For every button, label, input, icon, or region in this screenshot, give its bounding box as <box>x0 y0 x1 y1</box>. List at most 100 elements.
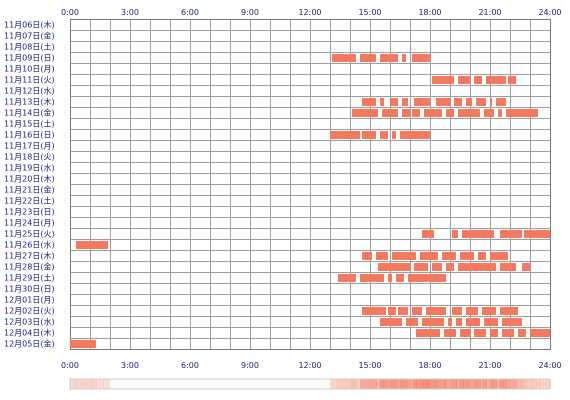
density-cell <box>463 379 467 389</box>
activity-segment <box>466 98 472 106</box>
activity-segment <box>524 230 550 238</box>
activity-segment <box>414 263 428 271</box>
density-cell <box>430 379 434 389</box>
activity-segment <box>460 252 474 260</box>
density-cell <box>336 379 341 389</box>
activity-segment <box>402 109 410 117</box>
activity-segment <box>442 252 456 260</box>
row-label: 11月22日(土) <box>4 196 55 206</box>
activity-segment <box>338 274 356 282</box>
density-cell <box>543 379 547 389</box>
density-cell <box>420 379 424 389</box>
top-tick-label: 21:00 <box>478 8 501 17</box>
activity-segment <box>454 98 462 106</box>
bottom-tick-label: 0:00 <box>61 361 79 370</box>
activity-segment <box>380 131 388 139</box>
activity-segment <box>444 329 456 337</box>
density-cell <box>413 379 417 389</box>
activity-segment <box>462 230 494 238</box>
activity-segment <box>486 76 506 84</box>
activity-segment <box>448 318 452 326</box>
activity-segment <box>522 263 530 271</box>
row-label: 11月15日(土) <box>4 119 55 129</box>
density-cell <box>400 379 404 389</box>
row-label: 11月20日(木) <box>4 174 55 184</box>
density-cell <box>456 379 461 389</box>
row-label: 12月01日(月) <box>4 296 55 305</box>
density-cell <box>396 379 401 389</box>
density-cell <box>460 379 464 389</box>
activity-segment <box>76 241 108 249</box>
activity-segment <box>360 54 376 62</box>
activity-segment <box>490 98 492 106</box>
activity-segment <box>362 98 376 106</box>
activity-segment <box>422 318 444 326</box>
activity-segment <box>422 230 434 238</box>
activity-segment <box>530 329 550 337</box>
bottom-tick-label: 9:00 <box>241 361 259 370</box>
density-cell <box>503 379 507 389</box>
density-cell <box>530 379 534 389</box>
activity-segment <box>466 307 478 315</box>
activity-segment <box>392 252 416 260</box>
density-cell <box>450 379 454 389</box>
activity-segment <box>402 54 406 62</box>
density-cell <box>346 379 351 389</box>
activity-segment <box>420 252 438 260</box>
activity-segment <box>380 318 402 326</box>
density-cell <box>483 379 487 389</box>
row-label: 11月26日(水) <box>4 240 55 250</box>
top-tick-label: 3:00 <box>121 8 139 17</box>
density-cell <box>386 379 391 389</box>
activity-segment <box>412 54 430 62</box>
density-cell <box>70 379 74 389</box>
density-cell <box>440 379 444 389</box>
activity-segment <box>376 252 388 260</box>
activity-segment <box>446 263 454 271</box>
chart-grid <box>70 19 551 350</box>
density-cell <box>470 379 474 389</box>
density-cell <box>516 379 521 389</box>
activity-segment <box>496 98 506 106</box>
activity-segment <box>432 76 454 84</box>
top-tick-label: 9:00 <box>241 8 259 17</box>
activity-segment <box>406 318 418 326</box>
density-cell <box>390 379 394 389</box>
density-cell <box>353 379 357 389</box>
row-label: 12月04日(木) <box>4 328 55 338</box>
activity-segment <box>362 131 376 139</box>
activity-bars <box>70 54 550 348</box>
density-cell <box>356 379 361 389</box>
activity-segment <box>478 252 486 260</box>
activity-segment <box>332 54 356 62</box>
density-cell <box>540 379 544 389</box>
density-cell <box>93 379 97 389</box>
density-cell <box>443 379 447 389</box>
activity-segment <box>460 329 470 337</box>
density-cell <box>363 379 367 389</box>
density-cell <box>500 379 504 389</box>
density-cell <box>466 379 471 389</box>
activity-segment <box>408 274 446 282</box>
row-label: 11月07日(金) <box>4 31 55 41</box>
activity-segment <box>498 109 502 117</box>
density-cell <box>330 379 334 389</box>
density-cell <box>403 379 407 389</box>
activity-segment <box>474 329 486 337</box>
density-cell <box>446 379 451 389</box>
density-cell <box>393 379 397 389</box>
density-cell <box>340 379 344 389</box>
row-label: 11月12日(水) <box>4 86 55 96</box>
density-cell <box>473 379 477 389</box>
density-cell <box>453 379 457 389</box>
density-cell <box>83 379 87 389</box>
activity-segment <box>360 274 384 282</box>
density-cell <box>76 379 81 389</box>
activity-segment <box>352 109 378 117</box>
activity-segment <box>378 263 410 271</box>
density-cell <box>476 379 481 389</box>
row-label: 11月17日(月) <box>4 142 55 151</box>
activity-segment <box>380 54 398 62</box>
density-cell <box>380 379 384 389</box>
activity-segment <box>518 329 526 337</box>
